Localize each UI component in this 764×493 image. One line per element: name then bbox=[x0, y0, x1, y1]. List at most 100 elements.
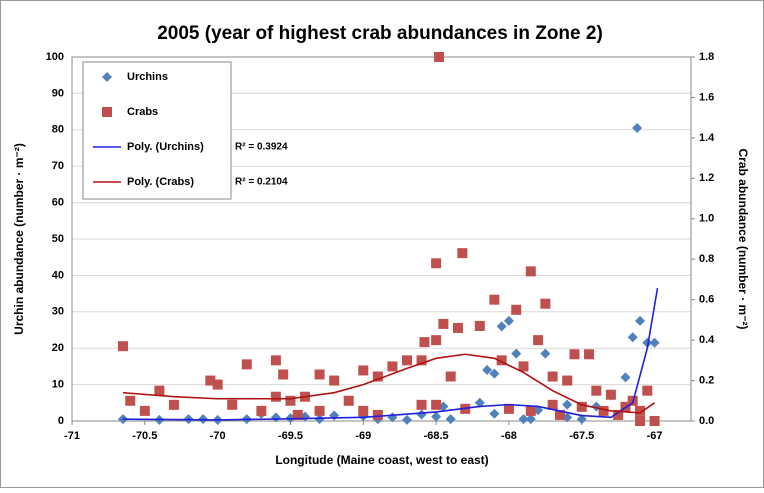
x-tick-label: -67.5 bbox=[569, 430, 594, 442]
y2-tick-label: 0.0 bbox=[699, 415, 714, 427]
crab-point bbox=[431, 258, 442, 269]
crab-point bbox=[278, 369, 289, 380]
crab-point bbox=[314, 369, 325, 380]
urchin-point bbox=[576, 414, 587, 425]
x-tick-label: -68.5 bbox=[424, 430, 449, 442]
y2-tick-label: 0.4 bbox=[699, 334, 715, 346]
crab-point bbox=[562, 375, 573, 386]
crab-point bbox=[241, 359, 252, 370]
crab-point bbox=[598, 405, 609, 416]
crab-point bbox=[591, 385, 602, 396]
crab-point bbox=[270, 391, 281, 402]
crab-point bbox=[474, 320, 485, 331]
urchin-point bbox=[401, 414, 412, 425]
x-tick-label: -69.5 bbox=[278, 430, 303, 442]
urchin-point bbox=[314, 414, 325, 425]
crab-point bbox=[387, 361, 398, 372]
x-tick-label: -70.5 bbox=[132, 430, 157, 442]
urchin-point bbox=[489, 368, 500, 379]
legend-marker bbox=[102, 107, 112, 117]
crab-point bbox=[613, 409, 624, 420]
crab-point bbox=[168, 399, 179, 410]
urchin-point bbox=[635, 315, 646, 326]
y-tick-label: 10 bbox=[52, 379, 64, 391]
crab-point bbox=[569, 349, 580, 360]
y-axis-title: Urchin abundance (number · m⁻²) bbox=[12, 143, 26, 335]
y-tick-label: 20 bbox=[52, 342, 64, 354]
y2-tick-label: 1.2 bbox=[699, 172, 714, 184]
crab-point bbox=[431, 335, 442, 346]
y-tick-label: 40 bbox=[52, 269, 64, 281]
y-tick-label: 100 bbox=[46, 51, 64, 63]
crab-point bbox=[434, 52, 445, 62]
crab-point bbox=[635, 416, 646, 426]
x-tick-label: -69 bbox=[355, 430, 371, 442]
legend-label: Urchins bbox=[127, 71, 168, 83]
plot-border bbox=[71, 56, 692, 422]
urchin-point bbox=[503, 315, 514, 326]
crab-point bbox=[314, 405, 325, 416]
crab-point bbox=[445, 371, 456, 382]
crab-point bbox=[576, 401, 587, 412]
crab-point bbox=[642, 385, 653, 396]
crab-point bbox=[547, 371, 558, 382]
chart-title: 2005 (year of highest crab abundances in… bbox=[157, 23, 603, 44]
urchin-point bbox=[620, 372, 631, 383]
crab-point bbox=[649, 416, 660, 426]
crab-point bbox=[125, 395, 136, 406]
crab-point bbox=[457, 248, 468, 259]
y2-tick-label: 1.6 bbox=[699, 91, 714, 103]
crab-point bbox=[292, 409, 303, 420]
y2-tick-label: 1.8 bbox=[699, 51, 714, 63]
crab-point bbox=[554, 409, 565, 420]
crab-point bbox=[205, 375, 216, 386]
legend-marker bbox=[102, 72, 112, 82]
crab-point bbox=[419, 337, 430, 348]
legend-label: Crabs bbox=[127, 106, 158, 118]
crab-point bbox=[511, 304, 522, 315]
crab-point bbox=[212, 379, 223, 390]
crab-point bbox=[431, 399, 442, 410]
crab-point bbox=[401, 355, 412, 366]
crab-point bbox=[503, 403, 514, 414]
crab-point bbox=[416, 399, 427, 410]
y2-tick-label: 1.4 bbox=[699, 132, 715, 144]
urchin-point bbox=[525, 414, 536, 425]
urchin-point bbox=[474, 397, 485, 408]
crab-point bbox=[343, 395, 354, 406]
y-tick-label: 30 bbox=[52, 306, 64, 318]
crab-point bbox=[270, 355, 281, 366]
crab-point bbox=[438, 318, 449, 329]
crab-point bbox=[525, 405, 536, 416]
legend-label: Poly. (Urchins) bbox=[127, 141, 204, 153]
y2-tick-label: 1.0 bbox=[699, 213, 714, 225]
y-tick-label: 0 bbox=[58, 415, 64, 427]
urchin-point bbox=[642, 337, 653, 348]
urchin-point bbox=[540, 348, 551, 359]
y2-axis-title: Crab abundance (number · m⁻²) bbox=[736, 148, 750, 329]
x-tick-label: -67 bbox=[647, 430, 663, 442]
urchin-point bbox=[627, 332, 638, 343]
y-tick-label: 90 bbox=[52, 87, 64, 99]
crab-point bbox=[489, 294, 500, 305]
crab-point bbox=[518, 361, 529, 372]
y2-tick-label: 0.6 bbox=[699, 294, 714, 306]
urchin-point bbox=[482, 365, 493, 376]
urchin-point bbox=[445, 414, 456, 425]
urchin-point bbox=[518, 414, 529, 425]
crab-point bbox=[416, 355, 427, 366]
crab-point bbox=[372, 371, 383, 382]
crab-point bbox=[329, 375, 340, 386]
y-tick-label: 70 bbox=[52, 160, 64, 172]
crab-point bbox=[635, 405, 646, 416]
y2-tick-label: 0.8 bbox=[699, 253, 714, 265]
y-tick-label: 60 bbox=[52, 197, 64, 209]
urchin-point bbox=[416, 409, 427, 420]
crab-point bbox=[117, 341, 128, 352]
trend-line bbox=[122, 288, 659, 421]
r-squared: R² = 0.2104 bbox=[235, 177, 288, 188]
urchin-point bbox=[489, 408, 500, 419]
x-tick-label: -70 bbox=[210, 430, 226, 442]
crab-point bbox=[452, 322, 463, 333]
